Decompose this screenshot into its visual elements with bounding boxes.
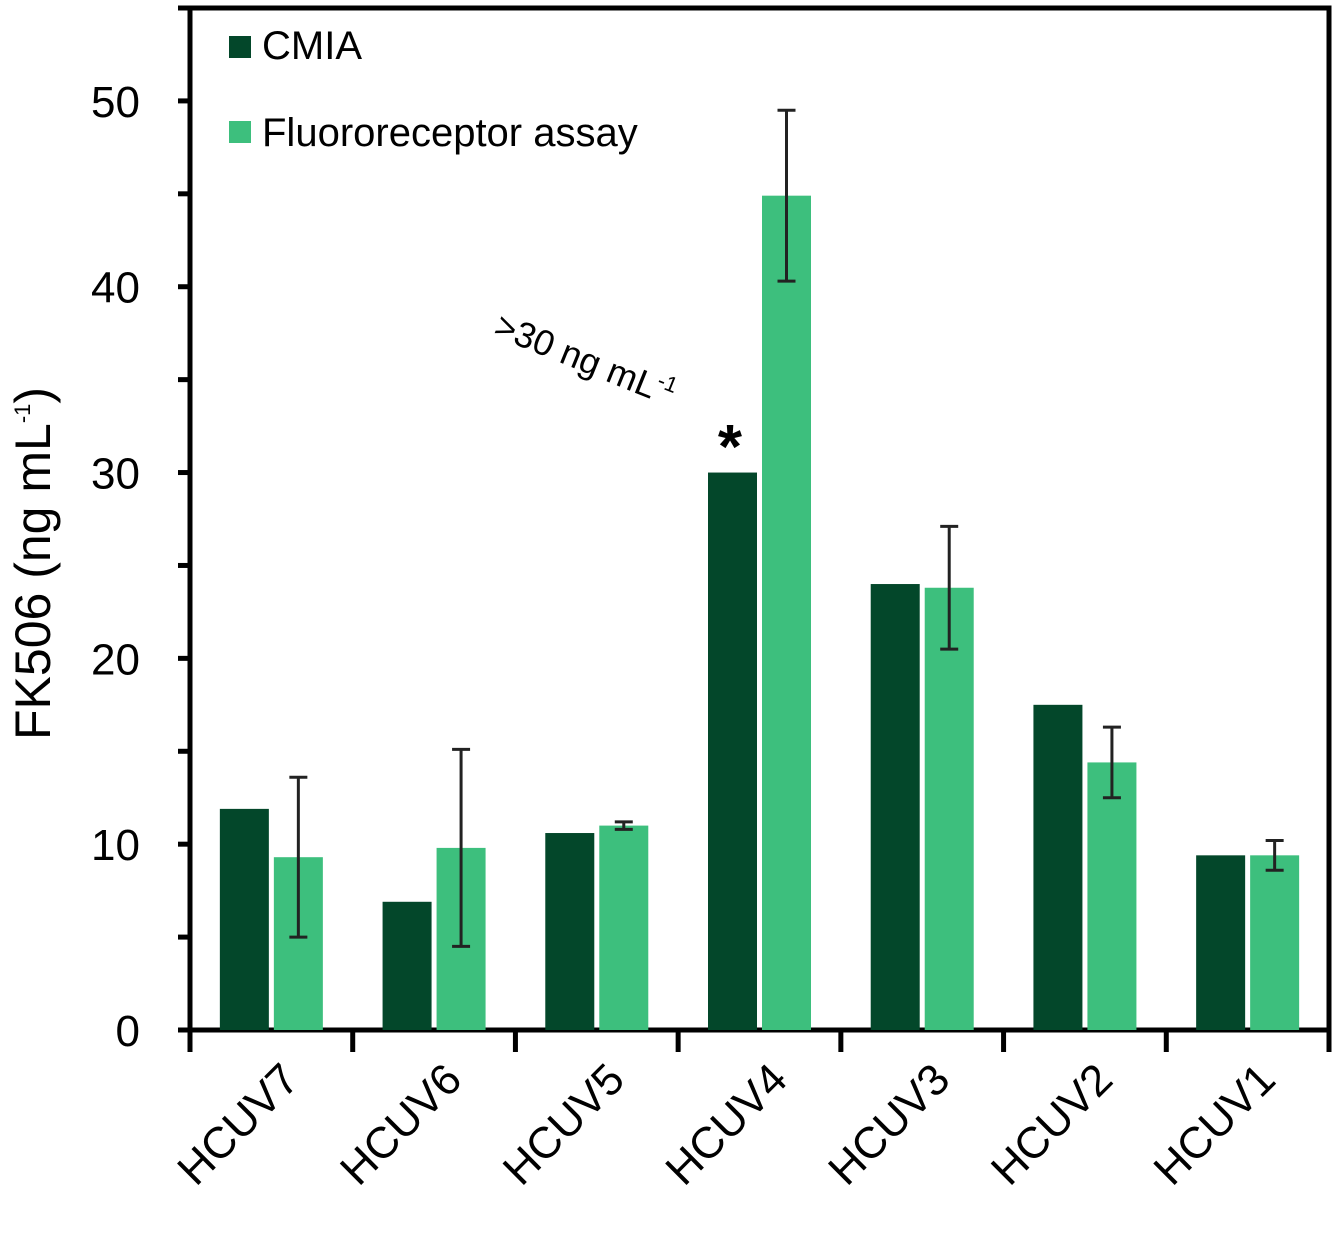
plot-frame <box>187 5 1332 1033</box>
legend-label-fluororeceptor: Fluororeceptor assay <box>262 111 638 155</box>
bar-fluororeceptor-hcuv5 <box>599 825 649 1030</box>
y-tick-label: 50 <box>91 78 140 127</box>
y-tick-label: 40 <box>91 264 140 313</box>
y-tick-label: 0 <box>116 1007 140 1056</box>
y-tick-label: 10 <box>91 821 140 870</box>
y-tick-label: 30 <box>91 450 140 499</box>
x-tick-label-hcuv1: HCUV1 <box>1145 1054 1285 1194</box>
bar-cmia-hcuv5 <box>545 833 595 1030</box>
x-tick-label-hcuv3: HCUV3 <box>819 1054 959 1194</box>
legend-swatch-cmia <box>229 36 251 58</box>
bar-cmia-hcuv2 <box>1033 704 1083 1030</box>
annotation: >30 ng mL-1 * <box>489 303 743 482</box>
axes <box>178 5 1332 1052</box>
bar-fluororeceptor-hcuv1 <box>1250 855 1300 1030</box>
x-tick-label-hcuv5: HCUV5 <box>494 1054 634 1194</box>
y-tick-label: 20 <box>91 635 140 684</box>
legend-swatch-fluororeceptor <box>229 121 251 143</box>
error-bars <box>289 108 1284 948</box>
x-tick-label-hcuv6: HCUV6 <box>331 1054 471 1194</box>
legend-label-cmia: CMIA <box>262 24 362 68</box>
y-axis-title: FK506 (ng mL-1) <box>5 387 61 740</box>
annotation-asterisk: * <box>718 413 743 482</box>
bar-fluororeceptor-hcuv3 <box>924 587 974 1030</box>
bar-cmia-hcuv7 <box>219 808 269 1030</box>
bar-cmia-hcuv6 <box>382 901 432 1030</box>
bar-cmia-hcuv3 <box>870 584 920 1030</box>
bar-fluororeceptor-hcuv4 <box>762 195 811 1030</box>
bar-fluororeceptor-hcuv2 <box>1087 762 1137 1030</box>
bar-cmia-hcuv4 <box>708 472 757 1031</box>
legend: CMIA Fluororeceptor assay <box>229 24 638 155</box>
bar-cmia-hcuv1 <box>1196 855 1246 1030</box>
x-tick-label-hcuv2: HCUV2 <box>982 1054 1122 1194</box>
x-tick-label-hcuv7: HCUV7 <box>168 1054 308 1194</box>
annotation-text: >30 ng mL-1 <box>489 303 682 413</box>
bars <box>219 195 1300 1031</box>
x-tick-label-hcuv4: HCUV4 <box>656 1054 796 1194</box>
